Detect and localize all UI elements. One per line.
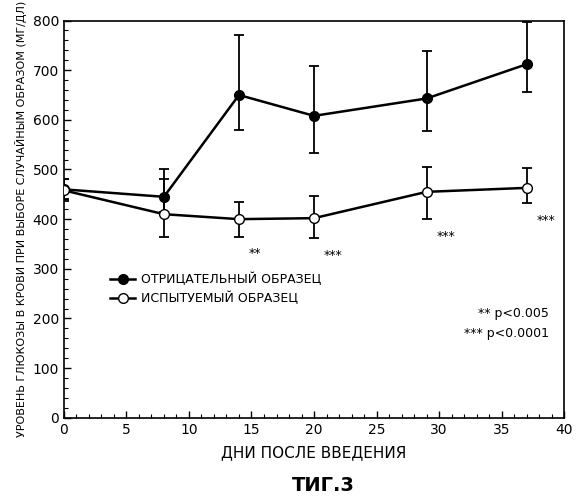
- Legend: ОТРИЦАТЕЛЬНЫЙ ОБРАЗЕЦ, ИСПЫТУЕМЫЙ ОБРАЗЕЦ: ОТРИЦАТЕЛЬНЫЙ ОБРАЗЕЦ, ИСПЫТУЕМЫЙ ОБРАЗЕ…: [110, 273, 322, 305]
- Text: ΤИГ.3: ΤИГ.3: [292, 476, 355, 495]
- Text: ***: ***: [437, 230, 455, 243]
- Text: ** p<0.005: ** p<0.005: [479, 308, 549, 320]
- Text: ***: ***: [537, 214, 556, 226]
- Text: ***: ***: [324, 249, 343, 262]
- Text: **: **: [249, 248, 262, 260]
- X-axis label: ДНИ ПОСЛЕ ВВЕДЕНИЯ: ДНИ ПОСЛЕ ВВЕДЕНИЯ: [221, 445, 407, 460]
- Y-axis label: УРОВЕНЬ ГЛЮКОЗЫ В КРОВИ ПРИ ВЫБОРЕ СЛУЧАЙНЫМ ОБРАЗОМ (МГ/ДЛ): УРОВЕНЬ ГЛЮКОЗЫ В КРОВИ ПРИ ВЫБОРЕ СЛУЧА…: [15, 1, 27, 438]
- Text: *** p<0.0001: *** p<0.0001: [465, 328, 549, 340]
